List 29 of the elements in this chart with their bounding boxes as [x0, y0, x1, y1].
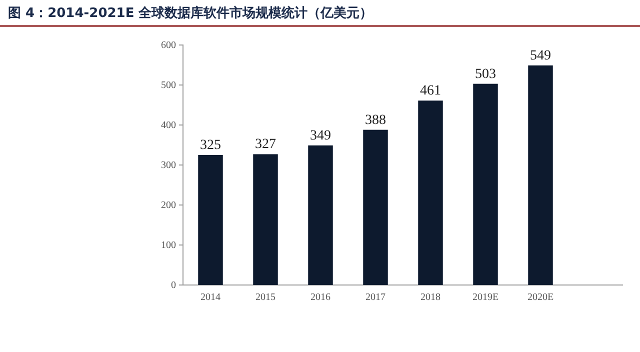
- data-label: 349: [310, 128, 331, 144]
- data-label: 327: [255, 137, 276, 152]
- x-tick-label: 2018: [420, 292, 440, 304]
- data-label: 388: [365, 112, 386, 128]
- bar: [473, 84, 498, 285]
- bar: [363, 130, 388, 285]
- y-tick-label: 600: [161, 40, 176, 52]
- x-tick-label: 2014: [200, 292, 220, 304]
- bar: [308, 145, 333, 285]
- y-tick-label: 200: [161, 200, 176, 212]
- bar: [418, 100, 443, 285]
- x-tick-label: 2016: [310, 292, 330, 304]
- chart-title: 图 4：2014-2021E 全球数据库软件市场规模统计（亿美元）: [8, 5, 373, 21]
- bar: [198, 155, 223, 285]
- data-label: 549: [530, 48, 551, 64]
- y-tick-label: 400: [161, 120, 176, 132]
- x-tick-label: 2017: [366, 292, 386, 304]
- x-tick-label: 2015: [256, 292, 276, 304]
- y-tick-label: 300: [161, 160, 176, 172]
- data-label: 503: [475, 66, 496, 82]
- bar: [528, 65, 553, 285]
- bar: [253, 154, 278, 285]
- y-tick-label: 500: [161, 80, 176, 92]
- x-tick-label: 2019E: [472, 292, 499, 304]
- data-label: 461: [420, 84, 441, 99]
- y-tick-label: 0: [171, 280, 176, 292]
- x-tick-label: 2020E: [527, 292, 554, 304]
- y-tick-label: 100: [161, 240, 176, 252]
- data-label: 325: [200, 138, 221, 153]
